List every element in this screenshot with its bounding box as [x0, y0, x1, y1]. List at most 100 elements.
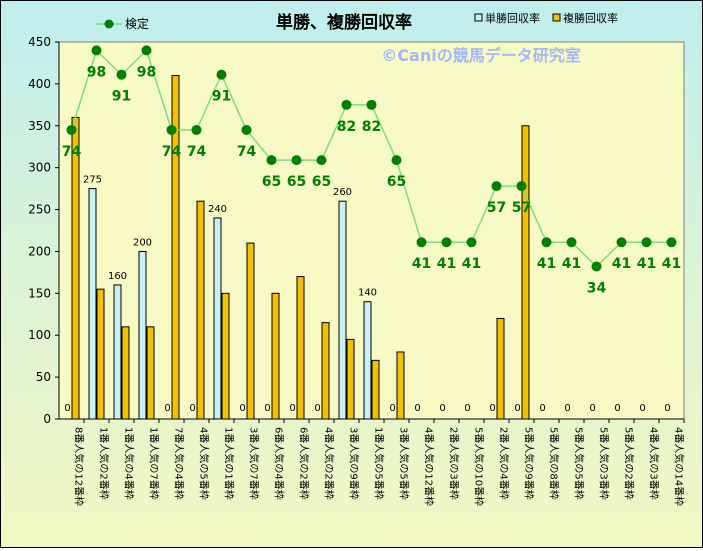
y-tick-label: 100 — [28, 328, 51, 342]
test-point — [441, 237, 452, 248]
test-point — [341, 99, 352, 110]
single-value-label: 0 — [539, 403, 545, 414]
test-value-label: 41 — [662, 256, 681, 272]
test-value-label: 82 — [362, 119, 381, 135]
test-value-label: 74 — [162, 144, 182, 160]
test-value-label: 41 — [412, 256, 431, 272]
test-value-label: 65 — [262, 174, 281, 190]
x-tick-label: 5番人気の10番枠 — [473, 427, 486, 506]
test-point — [216, 69, 227, 80]
test-point — [466, 237, 477, 248]
test-point — [541, 237, 552, 248]
single-value-label: 0 — [289, 403, 295, 414]
test-point — [666, 237, 677, 248]
test-point — [316, 155, 327, 166]
single-value-label: 0 — [589, 403, 595, 414]
bar-single — [213, 217, 222, 420]
single-value-label: 0 — [489, 403, 495, 414]
single-value-label: 0 — [64, 403, 70, 414]
test-point — [291, 155, 302, 166]
bar-place — [296, 276, 305, 420]
bar-place — [96, 288, 105, 420]
bar-place — [496, 317, 505, 420]
bar-single — [113, 284, 122, 420]
x-tick-label: 5番人気の2番枠 — [623, 427, 636, 500]
bar-place — [71, 116, 80, 420]
test-point — [641, 237, 652, 248]
bar-single — [363, 301, 372, 420]
legend-label-place: 複勝回収率 — [563, 11, 618, 25]
test-point — [416, 237, 427, 248]
bar-place — [396, 351, 405, 420]
legend-label-single: 単勝回収率 — [485, 11, 540, 25]
bar-place — [346, 338, 355, 420]
x-tick-label: 5番人気の9番枠 — [523, 427, 536, 500]
x-tick-label: 3番人気の7番枠 — [248, 427, 261, 500]
single-value-label: 0 — [614, 403, 620, 414]
chart-title: 単勝、複勝回収率 — [276, 12, 412, 33]
x-tick-label: 4番人気の2番枠 — [323, 427, 336, 500]
test-point — [516, 181, 527, 192]
test-value-label: 41 — [437, 256, 456, 272]
single-value-label: 0 — [314, 403, 320, 414]
x-tick-label: 5番人気の3番枠 — [598, 427, 611, 500]
test-point — [491, 181, 502, 192]
test-point — [366, 99, 377, 110]
test-point — [566, 237, 577, 248]
x-tick-label: 3番人気の9番枠 — [348, 427, 361, 500]
test-value-label: 98 — [87, 64, 106, 80]
test-point — [191, 124, 202, 135]
legend-swatch-place — [552, 13, 561, 22]
x-tick-label: 4番人気の3番枠 — [648, 427, 661, 500]
single-value-label: 0 — [564, 403, 570, 414]
test-point — [91, 45, 102, 56]
test-value-label: 74 — [237, 144, 257, 160]
y-tick-label: 450 — [28, 35, 51, 49]
bar-place — [271, 292, 280, 420]
legend: 検定 単勝回収率 複勝回収率 — [96, 11, 618, 31]
single-value-label: 0 — [439, 403, 445, 414]
test-value-label: 65 — [312, 174, 331, 190]
test-value-label: 34 — [587, 281, 607, 297]
x-tick-label: 1番人気の5番枠 — [373, 427, 386, 500]
test-point — [66, 124, 77, 135]
x-tick-label: 6番人気の2番枠 — [298, 427, 311, 500]
test-value-label: 41 — [637, 256, 656, 272]
x-tick-label: 7番人気の4番枠 — [173, 427, 186, 500]
x-tick-label: 1番人気の2番枠 — [98, 427, 111, 500]
single-value-label: 260 — [333, 187, 352, 198]
test-value-label: 41 — [612, 256, 631, 272]
test-point — [391, 155, 402, 166]
test-value-label: 74 — [62, 144, 82, 160]
single-value-label: 0 — [264, 403, 270, 414]
x-tick-label: 4番人気の12番枠 — [423, 427, 436, 506]
single-value-label: 0 — [664, 403, 670, 414]
y-tick-label: 150 — [28, 286, 51, 300]
single-value-label: 275 — [83, 175, 102, 186]
bar-place — [121, 326, 130, 420]
x-tick-label: 4番人気の5番枠 — [198, 427, 211, 500]
x-tick-label: 4番人気の14番枠 — [673, 427, 686, 506]
bar-place — [371, 359, 380, 420]
test-point — [616, 237, 627, 248]
x-tick-label: 1番人気の1番枠 — [223, 427, 236, 500]
test-point — [266, 155, 277, 166]
x-tick-label: 2番人気の3番枠 — [448, 427, 461, 500]
x-tick-label: 6番人気の4番枠 — [273, 427, 286, 500]
legend-marker-swatch — [104, 19, 114, 29]
test-value-label: 74 — [187, 144, 207, 160]
single-value-label: 0 — [414, 403, 420, 414]
test-value-label: 57 — [512, 200, 531, 216]
y-tick-label: 400 — [28, 77, 51, 91]
single-value-label: 0 — [189, 403, 195, 414]
test-value-label: 91 — [212, 89, 231, 105]
bar-place — [246, 242, 255, 420]
test-point — [591, 261, 602, 272]
bar-place — [196, 200, 205, 420]
single-value-label: 0 — [639, 403, 645, 414]
single-value-label: 0 — [239, 403, 245, 414]
single-value-label: 0 — [514, 403, 520, 414]
test-value-label: 41 — [537, 256, 556, 272]
y-tick-label: 0 — [43, 412, 51, 426]
